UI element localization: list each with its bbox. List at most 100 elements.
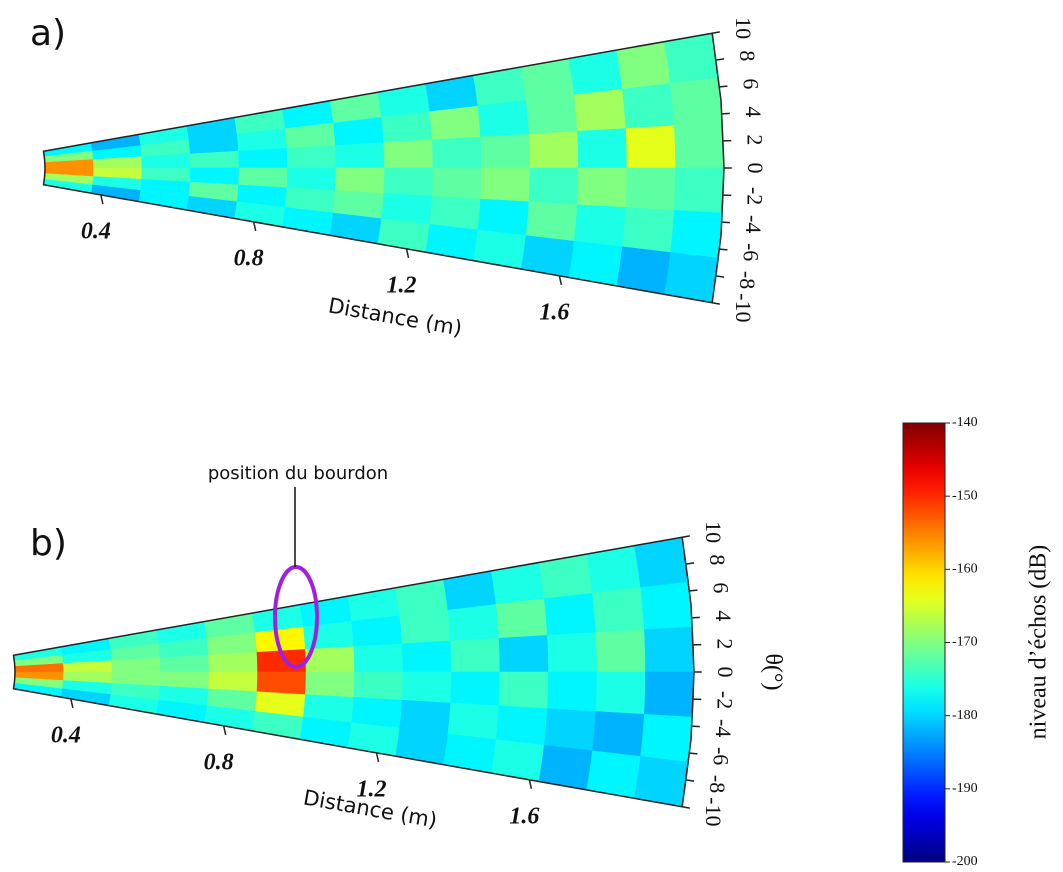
x-axis-label: Distance (m) — [326, 293, 463, 340]
colorbar-tick-label: -180 — [952, 708, 978, 723]
heat-cell — [573, 204, 627, 248]
heat-cell — [622, 207, 675, 253]
theta-tick — [722, 221, 730, 224]
heat-cell — [644, 671, 695, 718]
heat-cell — [595, 671, 646, 715]
heat-cell — [450, 637, 501, 673]
theta-tick — [712, 31, 720, 34]
x-tick — [375, 752, 380, 763]
theta-tick — [689, 752, 698, 755]
heat-cell — [674, 167, 725, 214]
theta-tick — [682, 535, 690, 538]
theta-tick-label: 6 — [709, 582, 734, 593]
theta-tick — [692, 725, 700, 728]
theta-tick — [716, 275, 725, 278]
heat-cell — [625, 167, 676, 211]
colorbar-tick-label: -190 — [952, 781, 978, 796]
heat-cell — [477, 198, 530, 236]
heat-cell — [543, 592, 597, 636]
x-tick-label: 0.4 — [81, 218, 111, 244]
heat-cell — [443, 570, 497, 611]
heat-cell — [431, 167, 482, 200]
theta-axis-label: θ(°) — [760, 653, 786, 690]
heat-cell — [450, 671, 501, 707]
theta-tick — [719, 248, 728, 251]
heat-cell — [425, 224, 479, 261]
heat-cell — [447, 604, 500, 642]
fan-outline — [12, 536, 695, 808]
colorbar-tick-label: -170 — [952, 635, 978, 650]
heat-cell — [159, 654, 210, 673]
heat-cell — [480, 167, 531, 203]
heat-cell — [399, 699, 451, 735]
panel-label: b) — [30, 523, 67, 564]
heat-cell — [395, 728, 449, 765]
theta-tick-label: -2 — [743, 187, 768, 205]
theta-tick-label: -10 — [701, 797, 726, 826]
heat-cell — [431, 136, 482, 169]
heat-cell — [670, 77, 723, 126]
heat-cell — [525, 201, 578, 242]
theta-tick — [692, 616, 700, 619]
heat-cell — [401, 671, 452, 704]
theta-tick-label: 0 — [743, 163, 768, 174]
theta-tick-label: -10 — [731, 293, 756, 322]
heat-cell — [353, 643, 404, 673]
heat-cell — [347, 722, 400, 757]
heat-cell — [674, 122, 725, 169]
heat-cell — [528, 131, 579, 169]
heat-cell — [395, 579, 449, 616]
x-tick — [222, 725, 227, 736]
heat-cell — [447, 702, 500, 740]
heat-cell — [383, 167, 434, 197]
heat-cell — [208, 671, 258, 692]
heat-cell — [351, 615, 403, 647]
heat-cell — [429, 105, 481, 141]
heat-cell — [399, 609, 451, 645]
heat-cell — [495, 598, 548, 639]
heat-cell — [286, 167, 337, 191]
heat-cell — [238, 148, 288, 169]
theta-tick — [682, 806, 690, 809]
theta-tick-label: -4 — [741, 215, 766, 233]
theta-tick-label: 8 — [705, 554, 730, 565]
heat-cell — [347, 587, 400, 622]
heat-cell — [573, 88, 627, 132]
theta-tick — [686, 779, 695, 782]
heat-cell — [425, 75, 479, 112]
heat-cell — [644, 626, 695, 673]
heat-cell — [335, 167, 385, 194]
theta-tick — [689, 589, 698, 592]
theta-tick-label: 2 — [743, 134, 768, 145]
theta-tick — [722, 112, 730, 115]
heat-cell — [670, 210, 723, 259]
heat-cell — [640, 581, 693, 630]
heat-cell — [377, 218, 430, 253]
theta-tick-label: 8 — [735, 50, 760, 61]
heat-cell — [547, 671, 598, 712]
heat-cell — [443, 733, 497, 774]
x-tick-label: 1.6 — [539, 299, 569, 325]
heat-cell — [286, 145, 337, 169]
highlight-ellipse — [273, 565, 319, 669]
heat-cell — [498, 671, 549, 709]
heat-cell — [595, 629, 646, 673]
theta-tick-label: 10 — [701, 521, 726, 543]
x-tick — [558, 275, 563, 285]
heat-cell — [625, 125, 676, 169]
colorbar-tick-label: -200 — [952, 854, 978, 869]
heat-cell — [480, 133, 531, 169]
annotation: position du bourdon — [208, 463, 388, 484]
x-tick — [405, 248, 410, 259]
heat-cell — [592, 587, 645, 633]
heat-cell — [335, 142, 385, 169]
heat-cell — [543, 708, 597, 752]
colorbar-tick-label: -150 — [952, 488, 978, 503]
x-tick-label: 1.2 — [387, 272, 417, 298]
colorbar-label: niveau d’échos (dB) — [1026, 545, 1052, 740]
heat-cell — [525, 94, 578, 135]
x-tick — [252, 221, 257, 232]
heat-cell — [592, 711, 645, 757]
theta-tick-label: 0 — [713, 667, 738, 678]
theta-tick — [686, 562, 695, 565]
